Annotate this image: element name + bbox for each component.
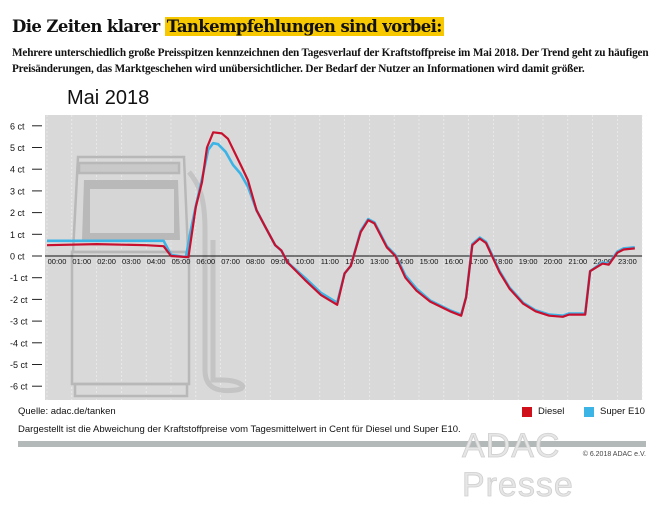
x-tick-label: 13:00 (370, 257, 389, 266)
e10-swatch (584, 406, 594, 417)
y-tick-label: 6 ct (10, 121, 25, 131)
line-chart: 6 ct 5 ct 4 ct 3 ct 2 ct 1 ct 0 ct -1 ct -2 ct -3… (10, 115, 643, 400)
x-tick-label: 05:00 (172, 257, 191, 266)
x-tick-label: 11:00 (321, 257, 339, 266)
x-tick-label: 02:00 (97, 257, 116, 266)
y-tick-label: 3 ct (10, 186, 25, 196)
legend-diesel-label: Diesel (538, 406, 565, 417)
y-tick-label: 2 ct (10, 208, 25, 218)
x-tick-label: 00:00 (48, 257, 67, 266)
headline-plain: Die Zeiten klarer (12, 17, 165, 36)
y-tick-label: 1 ct (10, 230, 25, 240)
x-tick-label: 21:00 (568, 257, 587, 266)
y-tick-label: -1 ct (10, 273, 28, 283)
x-tick-label: 03:00 (122, 257, 141, 266)
legend-e10: Super E10 (584, 406, 645, 417)
x-tick-label: 15:00 (420, 257, 439, 266)
x-tick-label: 20:00 (544, 257, 563, 266)
x-tick-label: 18:00 (494, 257, 513, 266)
x-tick-label: 04:00 (147, 257, 166, 266)
footer-bar (18, 441, 646, 447)
grid (46, 115, 643, 400)
y-tick-label: 5 ct (10, 143, 25, 153)
headline: Die Zeiten klarer Tankempfehlungen sind … (12, 17, 444, 36)
y-tick-label: -2 ct (10, 295, 28, 305)
legend-e10-label: Super E10 (600, 406, 645, 417)
y-tick-label: 0 ct (10, 252, 25, 262)
diesel-swatch (522, 406, 532, 417)
y-tick-label: -4 ct (10, 338, 28, 348)
x-tick-label: 06:00 (196, 257, 215, 266)
x-tick-label: 08:00 (246, 257, 265, 266)
y-tick-label: -6 ct (10, 382, 28, 392)
x-tick-label: 23:00 (618, 257, 637, 266)
x-tick-label: 14:00 (395, 257, 414, 266)
series-diesel (46, 131, 635, 318)
watermark: ADAC Presse (462, 427, 574, 505)
x-tick-label: 17:00 (469, 257, 488, 266)
x-tick-label: 01:00 (72, 257, 91, 266)
x-tick-label: 09:00 (271, 257, 290, 266)
subtitle: Mehrere unterschiedlich große Preisspitz… (12, 47, 649, 75)
headline-highlight: Tankempfehlungen sind vorbei: (164, 17, 444, 36)
x-tick-label: 12:00 (345, 257, 364, 266)
source: Quelle: adac.de/tanken (18, 406, 116, 417)
y-axis: 6 ct 5 ct 4 ct 3 ct 2 ct 1 ct 0 ct -1 ct -2 ct -3… (10, 121, 42, 392)
x-tick-label: 19:00 (519, 257, 538, 266)
legend-diesel: Diesel (522, 406, 564, 417)
x-tick-label: 16:00 (444, 257, 463, 266)
y-tick-label: -3 ct (10, 317, 28, 327)
chart-title: Mai 2018 (67, 87, 150, 109)
x-tick-label: 10:00 (296, 257, 315, 266)
y-tick-label: -5 ct (10, 360, 28, 370)
copyright: © 6.2018 ADAC e.V. (582, 451, 646, 458)
y-tick-label: 4 ct (10, 165, 25, 175)
x-tick-label: 07:00 (221, 257, 240, 266)
fuel-pump-illustration (70, 155, 245, 398)
note: Dargestellt ist die Abweichung der Kraft… (18, 424, 461, 435)
